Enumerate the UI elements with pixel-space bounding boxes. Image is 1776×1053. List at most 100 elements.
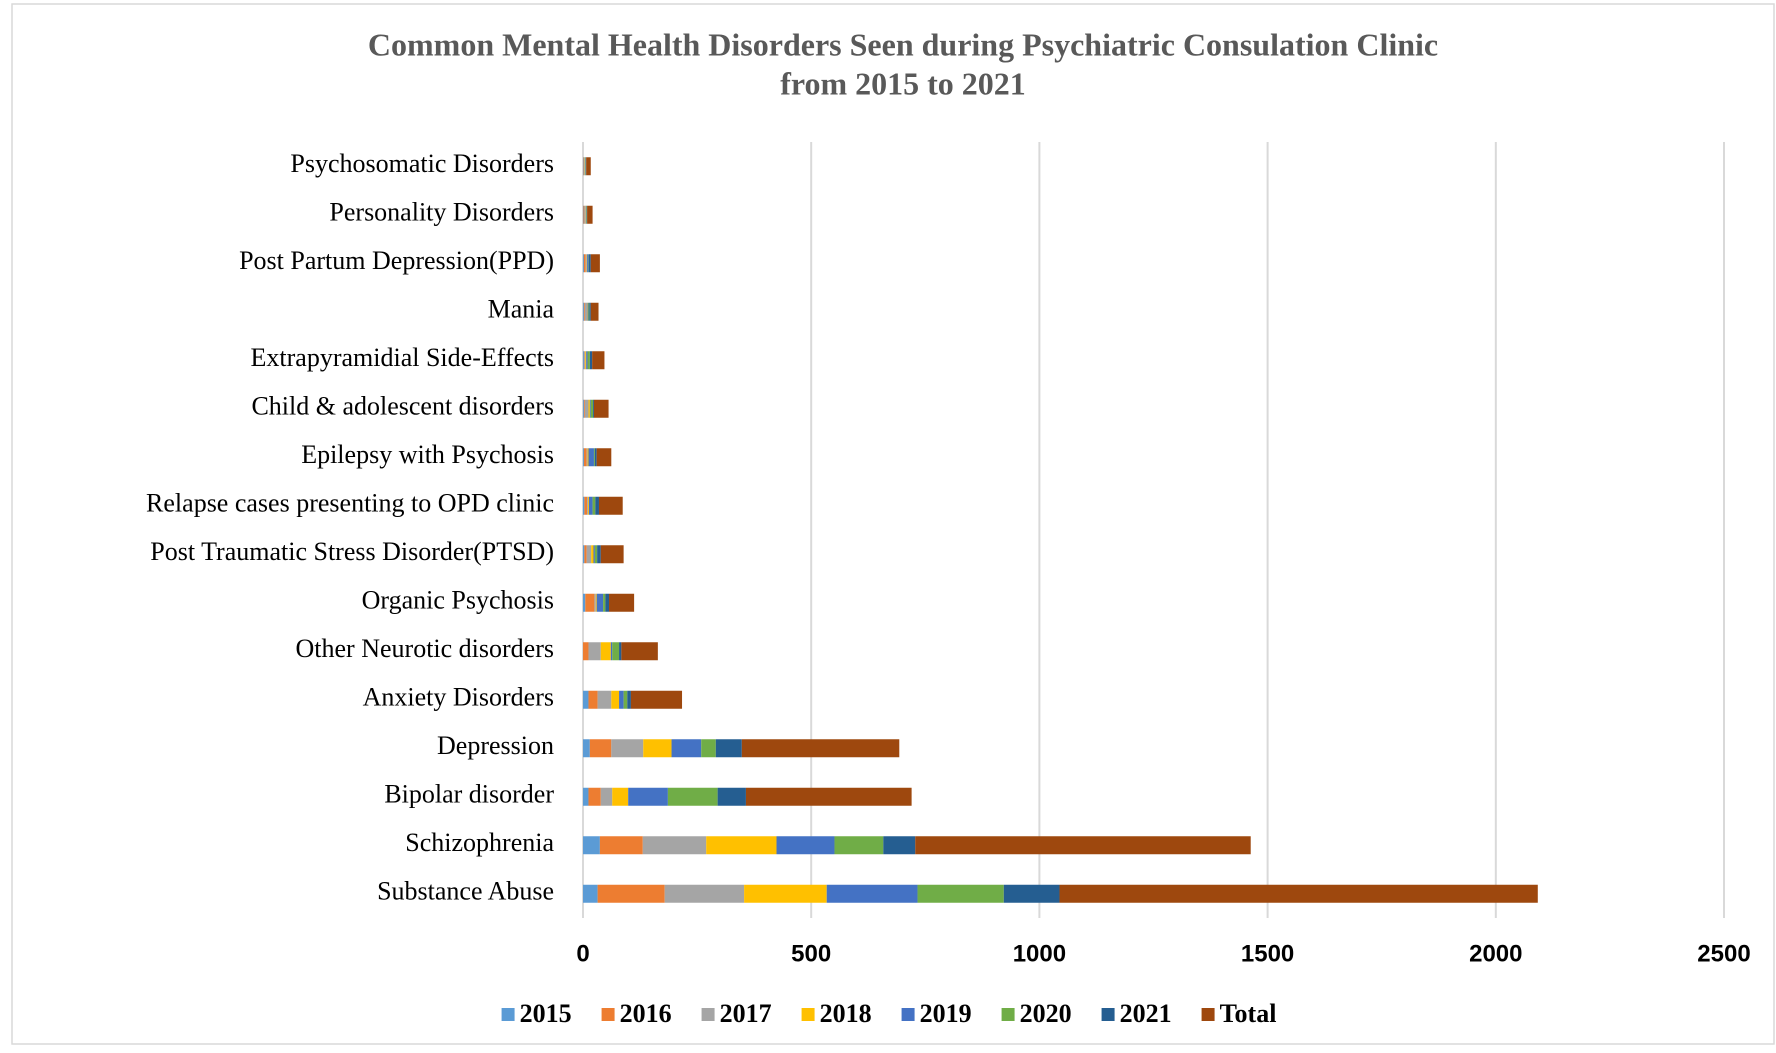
y-tick-label: Post Partum Depression(PPD) xyxy=(239,246,554,275)
y-tick-label: Organic Psychosis xyxy=(362,586,554,615)
y-tick-label: Depression xyxy=(437,731,554,760)
x-tick-label: 1000 xyxy=(1013,940,1066,967)
y-tick-label: Post Traumatic Stress Disorder(PTSD) xyxy=(150,537,554,566)
bar-segment xyxy=(590,400,591,418)
bar-segment xyxy=(596,594,597,612)
bar-segment xyxy=(619,642,621,660)
bar-segment xyxy=(672,739,702,757)
bar-segment xyxy=(587,497,588,515)
bar-segment xyxy=(583,642,588,660)
bar-segment xyxy=(587,206,592,224)
legend-swatch xyxy=(902,1008,915,1021)
bar-segment xyxy=(583,497,584,515)
bar-segment xyxy=(918,885,1004,903)
bar-segment xyxy=(598,885,665,903)
bar-segment xyxy=(915,836,1250,854)
bar-segment xyxy=(601,545,624,563)
bar-segment xyxy=(631,691,682,709)
bar-segment xyxy=(586,157,591,175)
bar-segment xyxy=(627,691,631,709)
bar-segment xyxy=(597,594,603,612)
bar-segment xyxy=(584,497,587,515)
bar-segment xyxy=(609,594,634,612)
bar-segment xyxy=(588,788,600,806)
bar-segment xyxy=(583,739,590,757)
bar-segment xyxy=(588,448,589,466)
legend-swatch xyxy=(602,1008,615,1021)
bar-segment xyxy=(594,594,595,612)
legend-label: 2016 xyxy=(620,999,672,1028)
bar-segment xyxy=(621,642,658,660)
y-tick-label: Schizophrenia xyxy=(405,828,554,857)
bar-segment xyxy=(668,788,718,806)
bar-segment xyxy=(594,448,595,466)
bar-segment xyxy=(601,788,612,806)
bar-segment xyxy=(589,497,593,515)
bar-segment xyxy=(583,400,584,418)
bar-segment xyxy=(594,400,609,418)
bar-segment xyxy=(612,788,628,806)
bar-segment xyxy=(583,448,584,466)
bar-segment xyxy=(593,545,594,563)
bar-segment xyxy=(587,545,592,563)
x-tick-label: 2000 xyxy=(1469,940,1522,967)
bar-segment xyxy=(593,400,594,418)
legend-swatch xyxy=(702,1008,715,1021)
bar-segment xyxy=(586,254,587,272)
legend-label: 2019 xyxy=(920,999,972,1028)
bar-segment xyxy=(746,788,912,806)
bar-segment xyxy=(643,739,671,757)
legend-swatch xyxy=(1102,1008,1115,1021)
bar-segment xyxy=(583,788,588,806)
bar-segment xyxy=(643,836,706,854)
legend-label: 2021 xyxy=(1120,999,1172,1028)
y-tick-label: Extrapyramidial Side-Effects xyxy=(251,343,554,372)
bar-segment xyxy=(583,545,584,563)
y-tick-label: Other Neurotic disorders xyxy=(296,634,554,663)
bar-segment xyxy=(591,545,593,563)
bar-segment xyxy=(601,642,611,660)
bar-segment xyxy=(583,885,598,903)
bar-segment xyxy=(585,594,594,612)
y-tick-label: Anxiety Disorders xyxy=(363,683,554,712)
bar-segment xyxy=(716,739,742,757)
bar-segment xyxy=(583,351,584,369)
y-tick-label: Substance Abuse xyxy=(377,877,554,906)
bar-segment xyxy=(665,885,744,903)
bar-segment xyxy=(584,400,585,418)
bar-segment xyxy=(742,739,899,757)
y-tick-label: Bipolar disorder xyxy=(384,780,554,809)
bar-segment xyxy=(584,254,586,272)
bar-segment xyxy=(1059,885,1537,903)
y-tick-label: Personality Disorders xyxy=(329,198,554,227)
y-tick-label: Psychosomatic Disorders xyxy=(290,149,554,178)
bar-segment xyxy=(603,594,605,612)
bar-segment xyxy=(706,836,776,854)
bar-segment xyxy=(585,351,586,369)
bar-segment xyxy=(619,691,624,709)
legend-label: 2015 xyxy=(520,999,572,1028)
bar-segment xyxy=(834,836,883,854)
bar-segment xyxy=(588,691,597,709)
x-tick-label: 500 xyxy=(791,940,831,967)
bar-segment xyxy=(777,836,835,854)
bar-segment xyxy=(595,497,599,515)
bar-segment xyxy=(588,448,593,466)
y-tick-label: Mania xyxy=(488,295,555,324)
legend-label: 2017 xyxy=(720,999,772,1028)
bar-segment xyxy=(611,691,619,709)
bar-segment xyxy=(588,642,600,660)
bar-segment xyxy=(591,303,599,321)
bar-segment xyxy=(588,351,590,369)
bar-segment xyxy=(590,351,592,369)
bar-segment xyxy=(598,691,612,709)
x-tick-label: 1500 xyxy=(1241,940,1294,967)
bar-segment xyxy=(1004,885,1060,903)
bar-segment xyxy=(583,254,584,272)
bar-segment xyxy=(605,594,609,612)
legend-swatch xyxy=(502,1008,515,1021)
chart-title: from 2015 to 2021 xyxy=(780,65,1026,101)
bar-segment xyxy=(701,739,716,757)
bar-segment xyxy=(718,788,746,806)
